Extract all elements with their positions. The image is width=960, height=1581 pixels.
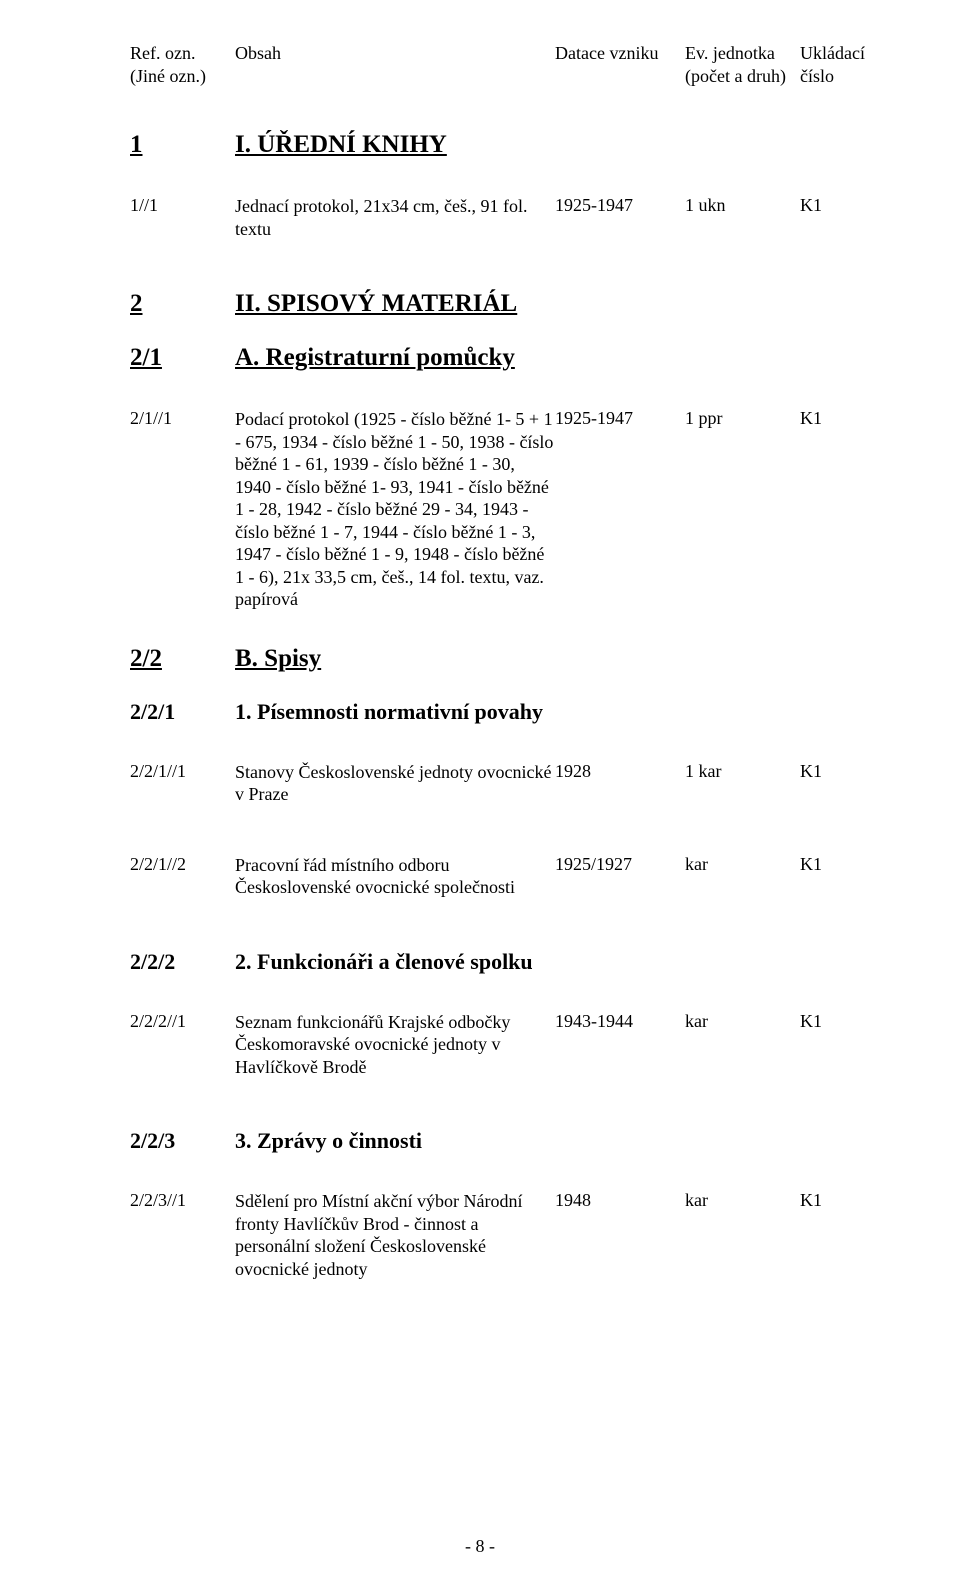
entry-2-2-1-1: 2/2/1//1 Stanovy Československé jednoty … (130, 761, 865, 806)
section-1-ref: 1 (130, 131, 235, 159)
entry-ukl: K1 (800, 195, 865, 240)
entry-2-2-1-2: 2/2/1//2 Pracovní řád místního odboru Če… (130, 854, 865, 899)
header-line1: Ref. ozn. Obsah Datace vzniku Ev. jednot… (130, 42, 865, 65)
entry-ev: kar (685, 1190, 800, 1280)
entry-1-1: 1//1 Jednací protokol, 21x34 cm, češ., 9… (130, 195, 865, 240)
header-ukladaci: Ukládací (800, 42, 865, 65)
section-2-2-2-ref: 2/2/2 (130, 949, 235, 975)
section-2-1-title: A. Registraturní pomůcky (235, 344, 515, 372)
entry-2-1-1: 2/1//1 Podací protokol (1925 - číslo běž… (130, 408, 865, 611)
entry-ukl: K1 (800, 854, 865, 899)
section-1: 1 I. ÚŘEDNÍ KNIHY (130, 131, 865, 159)
header-datace: Datace vzniku (555, 42, 685, 65)
header-ev-jednotka: Ev. jednotka (685, 42, 800, 65)
entry-ukl: K1 (800, 761, 865, 806)
entry-content: Seznam funkcionářů Krajské odbočky Česko… (235, 1011, 555, 1079)
section-2-2-3-ref: 2/2/3 (130, 1128, 235, 1154)
entry-ev: kar (685, 1011, 800, 1079)
section-2-2-2-title: 2. Funkcionáři a členové spolku (235, 949, 533, 975)
entry-content: Stanovy Československé jednoty ovocnické… (235, 761, 555, 806)
header-jine-ozn: (Jiné ozn.) (130, 65, 235, 88)
section-2-1: 2/1 A. Registraturní pomůcky (130, 344, 865, 372)
header-line2: (Jiné ozn.) (počet a druh) číslo (130, 65, 865, 88)
entry-ref: 2/2/1//2 (130, 854, 235, 875)
section-2-2: 2/2 B. Spisy (130, 645, 865, 673)
entry-content: Sdělení pro Místní akční výbor Národní f… (235, 1190, 555, 1280)
entry-date: 1925/1927 (555, 854, 685, 899)
section-1-title: I. ÚŘEDNÍ KNIHY (235, 131, 447, 159)
entry-date: 1943-1944 (555, 1011, 685, 1079)
section-2-title: II. SPISOVÝ MATERIÁL (235, 290, 517, 318)
header: Ref. ozn. Obsah Datace vzniku Ev. jednot… (130, 42, 865, 87)
entry-ukl: K1 (800, 1190, 865, 1280)
header-cislo: číslo (800, 65, 865, 88)
entry-ev: kar (685, 854, 800, 899)
entry-ukl: K1 (800, 1011, 865, 1079)
header-pocet-druh: (počet a druh) (685, 65, 800, 88)
entry-2-2-2-1: 2/2/2//1 Seznam funkcionářů Krajské odbo… (130, 1011, 865, 1079)
entry-ref: 2/2/2//1 (130, 1011, 235, 1032)
entry-content: Jednací protokol, 21x34 cm, češ., 91 fol… (235, 195, 555, 240)
section-2-1-ref: 2/1 (130, 344, 235, 372)
section-2-ref: 2 (130, 290, 235, 318)
entry-ukl: K1 (800, 408, 865, 611)
page: Ref. ozn. Obsah Datace vzniku Ev. jednot… (0, 0, 960, 1581)
section-2-2-1-ref: 2/2/1 (130, 699, 235, 725)
entry-date: 1925-1947 (555, 195, 685, 240)
entry-ref: 2/2/3//1 (130, 1190, 235, 1211)
entry-date: 1928 (555, 761, 685, 806)
entry-ref: 2/1//1 (130, 408, 235, 429)
section-2-2-title: B. Spisy (235, 645, 321, 673)
section-2-2-1: 2/2/1 1. Písemnosti normativní povahy (130, 699, 865, 725)
entry-ref: 2/2/1//1 (130, 761, 235, 782)
entry-date: 1948 (555, 1190, 685, 1280)
entry-ev: 1 ukn (685, 195, 800, 240)
page-number: - 8 - (465, 1536, 495, 1557)
header-obsah: Obsah (235, 42, 555, 65)
section-2-2-3-title: 3. Zprávy o činnosti (235, 1128, 422, 1154)
section-2-2-1-title: 1. Písemnosti normativní povahy (235, 699, 543, 725)
section-2-2-ref: 2/2 (130, 645, 235, 673)
section-2: 2 II. SPISOVÝ MATERIÁL (130, 290, 865, 318)
entry-ev: 1 ppr (685, 408, 800, 611)
entry-date: 1925-1947 (555, 408, 685, 611)
entry-content: Podací protokol (1925 - číslo běžné 1- 5… (235, 408, 555, 611)
entry-ref: 1//1 (130, 195, 235, 216)
entry-2-2-3-1: 2/2/3//1 Sdělení pro Místní akční výbor … (130, 1190, 865, 1280)
section-2-2-3: 2/2/3 3. Zprávy o činnosti (130, 1128, 865, 1154)
header-ref-ozn: Ref. ozn. (130, 42, 235, 65)
section-2-2-2: 2/2/2 2. Funkcionáři a členové spolku (130, 949, 865, 975)
entry-content: Pracovní řád místního odboru Českosloven… (235, 854, 555, 899)
entry-ev: 1 kar (685, 761, 800, 806)
